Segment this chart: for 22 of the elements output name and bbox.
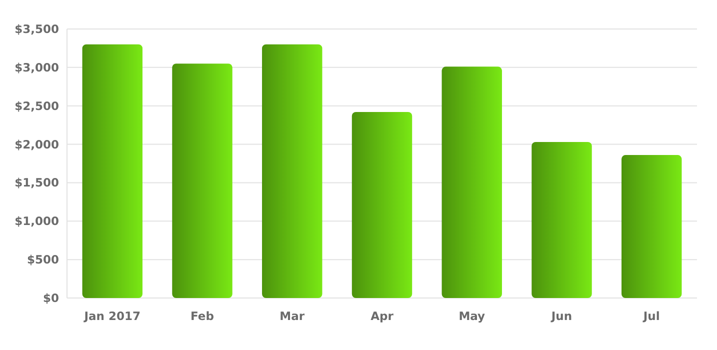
y-tick-label: $1,500 xyxy=(14,176,59,190)
bar xyxy=(532,142,592,298)
x-tick-label: Jul xyxy=(642,309,660,323)
y-tick-label: $3,000 xyxy=(14,60,59,74)
bar xyxy=(172,64,232,298)
x-tick-label: Jan 2017 xyxy=(83,309,141,323)
x-tick-label: Jun xyxy=(550,309,572,323)
y-tick-label: $0 xyxy=(42,291,59,306)
bar xyxy=(82,44,142,298)
bar xyxy=(622,155,682,298)
x-tick-label: Apr xyxy=(370,309,394,323)
x-tick-label: May xyxy=(458,309,486,323)
x-tick-label: Feb xyxy=(190,309,214,323)
bar xyxy=(262,44,322,298)
x-tick-label: Mar xyxy=(280,309,305,323)
bar xyxy=(442,66,502,298)
y-tick-label: $2,000 xyxy=(14,137,59,152)
y-tick-label: $2,500 xyxy=(14,98,59,113)
y-tick-label: $500 xyxy=(26,252,59,267)
y-tick-label: $3,500 xyxy=(14,22,59,36)
bar xyxy=(352,112,412,298)
y-tick-label: $1,000 xyxy=(14,214,59,228)
